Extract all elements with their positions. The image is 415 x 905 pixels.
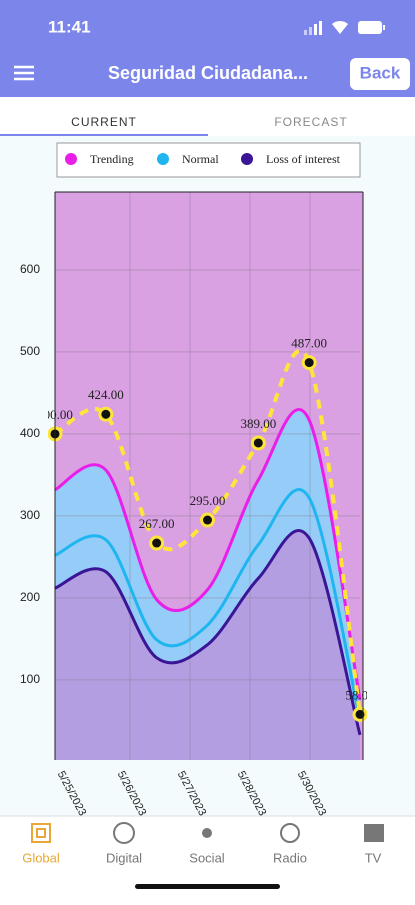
band-area	[55, 409, 360, 735]
point-label: 58.00	[345, 687, 374, 702]
icon-radio[interactable]	[280, 823, 300, 843]
y-tick-label: 100	[20, 672, 40, 686]
icon-digital[interactable]	[113, 822, 135, 844]
icon-global[interactable]	[31, 823, 51, 843]
point	[301, 355, 317, 371]
point	[98, 406, 114, 422]
back-label[interactable]: Back	[360, 63, 401, 82]
tab-forecast[interactable]: FORECAST	[274, 115, 347, 129]
icon-social[interactable]	[202, 828, 212, 838]
y-tick-label: 300	[20, 508, 40, 522]
legend-swatch	[65, 153, 77, 165]
icon-tv[interactable]	[364, 824, 384, 842]
point-label: 295.00	[190, 493, 226, 508]
series-line	[54, 408, 362, 700]
nav-icons	[31, 822, 384, 844]
legend-label: Trending	[90, 152, 134, 166]
tab-indicator	[0, 134, 208, 136]
nav-label[interactable]: Global	[22, 850, 60, 865]
header-title: Seguridad Ciudadana...	[108, 63, 308, 83]
nav-label[interactable]: TV	[365, 850, 382, 865]
nav-label[interactable]: Radio	[273, 850, 307, 865]
series-line	[54, 488, 362, 721]
status-icons	[304, 20, 385, 35]
legend-swatch	[157, 153, 169, 165]
point-label: 487.00	[291, 336, 327, 351]
legend-label: Loss of interest	[266, 152, 341, 166]
point-label: 267.00	[139, 516, 175, 531]
legend	[56, 142, 361, 178]
menu-icon[interactable]	[14, 65, 34, 81]
tab-current[interactable]: CURRENT	[71, 115, 137, 129]
legend-label: Normal	[182, 152, 219, 166]
point	[149, 535, 165, 551]
nav-label[interactable]: Social	[189, 850, 225, 865]
time: 11:41	[48, 17, 91, 36]
home-indicator	[135, 884, 280, 889]
point-label: 389.00	[240, 416, 276, 431]
header-bg	[0, 0, 415, 97]
y-tick-label: 600	[20, 262, 40, 276]
point-label: 400.00	[37, 407, 73, 422]
chart: 400.00 424.00 267.00 295.00 389.00 487.00 58.0…	[20, 152, 374, 818]
series-line	[54, 529, 362, 736]
y-tick-label: 400	[20, 426, 40, 440]
back-button[interactable]	[350, 58, 410, 90]
point-label: 424.00	[88, 387, 124, 402]
plot: 400.00 424.00 267.00 295.00 389.00 487.00 58.0…	[37, 192, 374, 760]
points-line	[53, 349, 362, 715]
icon-global-inner[interactable]	[36, 828, 46, 838]
y-tick-label: 200	[20, 590, 40, 604]
nav-label[interactable]: Digital	[106, 850, 142, 865]
point	[200, 512, 215, 528]
y-tick-label: 500	[20, 344, 40, 358]
point	[250, 435, 266, 451]
legend-swatch	[241, 153, 253, 165]
point	[352, 706, 367, 722]
